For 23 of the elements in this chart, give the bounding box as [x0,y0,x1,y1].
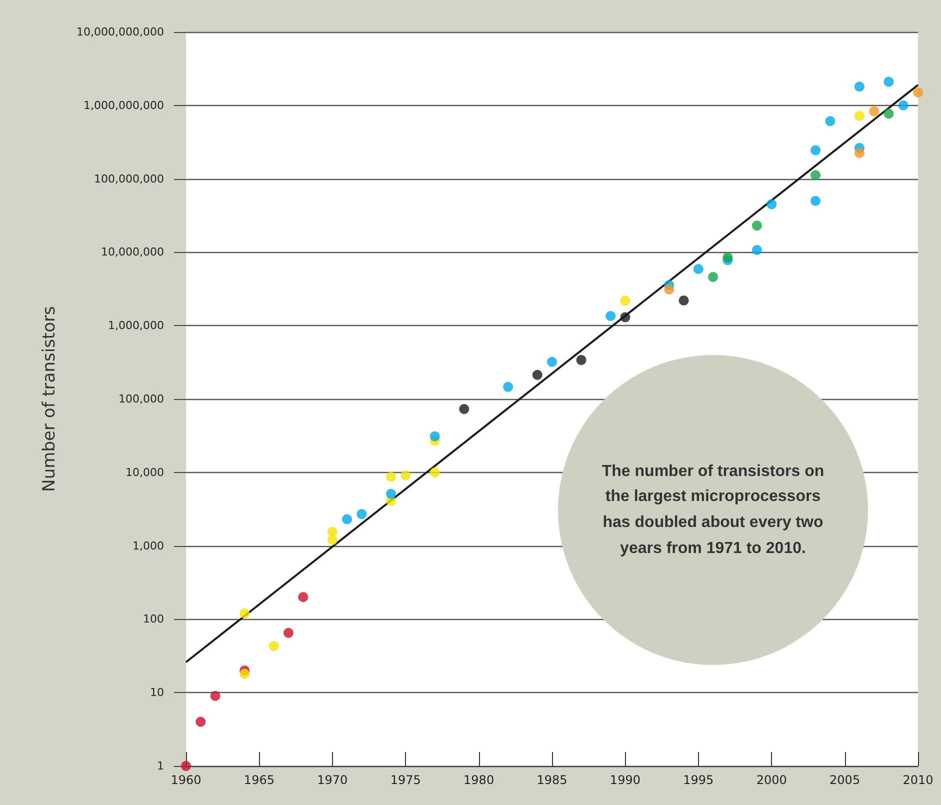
y-tick-label: 10,000,000,000 [76,26,164,38]
y-tick-label: 10 [150,686,164,700]
x-tick-label: 1990 [610,773,640,787]
y-tick-label: 100,000 [118,392,164,406]
y-tick-label: 10,000,000 [101,246,164,259]
x-tick-label: 1965 [244,773,274,787]
x-tick-label: 1975 [390,773,421,787]
y-tick-label: 1,000,000,000 [84,98,164,112]
x-tick-label: 2005 [830,773,860,787]
y-tick-label: 1 [157,760,164,772]
x-tick-label: 2010 [902,773,934,787]
x-tick-label: 1970 [317,773,348,787]
x-tick-label: 1985 [536,773,568,787]
y-axis-title: Number of transistors [40,306,60,492]
x-tick-label: 1980 [464,773,494,787]
y-tick-label: 100,000,000 [94,172,164,186]
y-tick-label: 1,000,000 [108,319,164,332]
x-tick-label: 1960 [170,773,202,787]
y-tick-label: 10,000 [126,466,164,479]
y-tick-label: 100 [143,612,164,626]
x-tick-label: 2000 [756,773,787,787]
x-tick-label: 1995 [683,773,714,787]
y-tick-label: 1,000 [132,539,164,552]
